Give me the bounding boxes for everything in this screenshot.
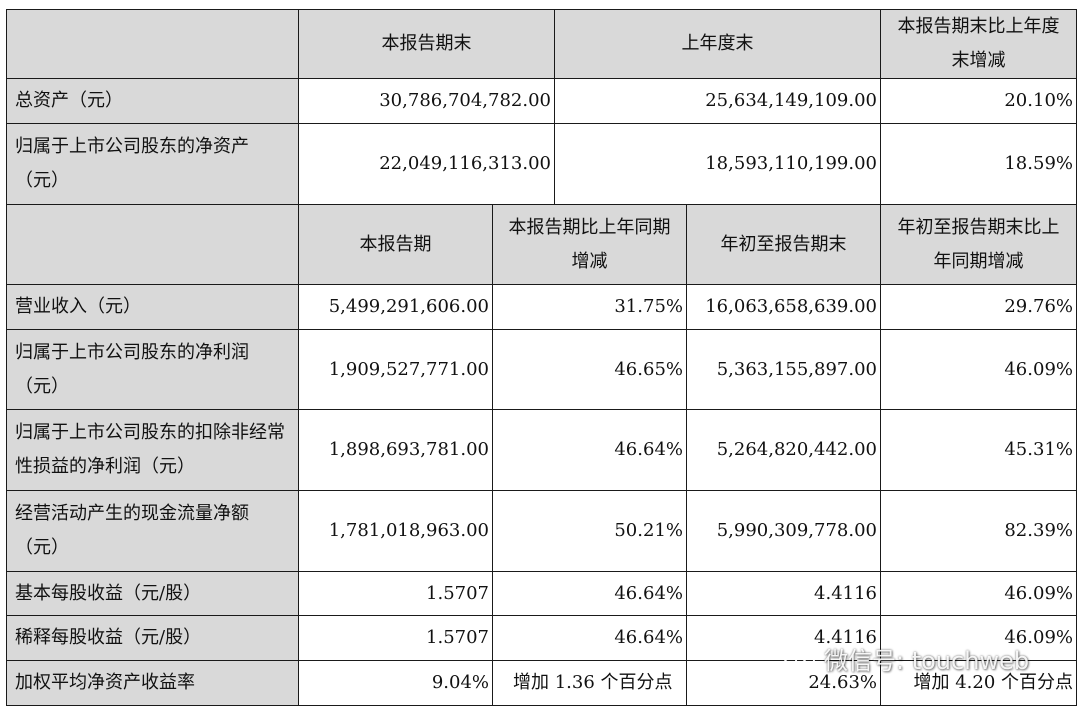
table-cell: 50.21% — [492, 490, 687, 572]
table-cell: 4.4116 — [686, 615, 881, 661]
table-row: 稀释每股收益（元/股） 1.5707 46.64% 4.4116 46.09% — [6, 615, 1077, 661]
table-cell: 46.65% — [492, 329, 687, 410]
table-cell: 29.76% — [880, 284, 1077, 330]
table-cell: 46.64% — [492, 615, 687, 661]
table-cell: 5,264,820,442.00 — [686, 409, 881, 491]
row-label: 经营活动产生的现金流量净额（元） — [6, 490, 299, 572]
table-cell: 46.09% — [880, 329, 1077, 410]
watermark-text: 微信号: touchweb — [824, 646, 1030, 675]
table-row: 总资产（元） 30,786,704,782.00 25,634,149,109.… — [6, 78, 1077, 124]
table-cell: 82.39% — [880, 490, 1077, 572]
table-cell: 增加 4.20 个百分点 — [880, 660, 1077, 706]
table-cell: 9.04% — [298, 660, 493, 706]
top-header-change: 本报告期末比上年度末增减 — [880, 9, 1077, 79]
table-cell: 16,063,658,639.00 — [686, 284, 881, 330]
bottom-header-ytd: 年初至报告期末 — [686, 204, 881, 285]
table-cell: 5,499,291,606.00 — [298, 284, 493, 330]
table-cell: 24.63% — [686, 660, 881, 706]
table-cell: 18.59% — [880, 123, 1077, 205]
bottom-header-period-change: 本报告期比上年同期增减 — [492, 204, 687, 285]
table-cell: 46.64% — [492, 571, 687, 616]
bottom-header-ytd-change: 年初至报告期末比上年同期增减 — [880, 204, 1077, 285]
table-cell: 4.4116 — [686, 571, 881, 616]
table-row: 基本每股收益（元/股） 1.5707 46.64% 4.4116 46.09% — [6, 571, 1077, 616]
wechat-watermark: 微信号: touchweb — [782, 640, 1029, 676]
top-header-prior-year-end: 上年度末 — [554, 9, 881, 79]
table-cell: 1.5707 — [298, 615, 493, 661]
table-row: 营业收入（元） 5,499,291,606.00 31.75% 16,063,6… — [6, 284, 1077, 330]
row-label: 营业收入（元） — [6, 284, 299, 330]
table-cell: 5,990,309,778.00 — [686, 490, 881, 572]
table-cell: 30,786,704,782.00 — [298, 78, 555, 124]
table-cell: 1,898,693,781.00 — [298, 409, 493, 491]
row-label: 稀释每股收益（元/股） — [6, 615, 299, 661]
wechat-icon — [783, 646, 815, 670]
table-cell: 1.5707 — [298, 571, 493, 616]
table-cell: 18,593,110,199.00 — [554, 123, 881, 205]
table-cell: 22,049,116,313.00 — [298, 123, 555, 205]
table-row: 归属于上市公司股东的净利润（元） 1,909,527,771.00 46.65%… — [6, 329, 1077, 410]
table-row: 归属于上市公司股东的扣除非经常性损益的净利润（元） 1,898,693,781.… — [6, 409, 1077, 491]
table-cell: 31.75% — [492, 284, 687, 330]
table-cell: 46.64% — [492, 409, 687, 491]
bottom-header-blank — [6, 204, 299, 285]
table-cell: 1,781,018,963.00 — [298, 490, 493, 572]
row-label: 总资产（元） — [6, 78, 299, 124]
bottom-header-row: 本报告期 本报告期比上年同期增减 年初至报告期末 年初至报告期末比上年同期增减 — [6, 204, 1077, 285]
table-cell: 25,634,149,109.00 — [554, 78, 881, 124]
table-row: 经营活动产生的现金流量净额（元） 1,781,018,963.00 50.21%… — [6, 490, 1077, 572]
top-header-period-end: 本报告期末 — [298, 9, 555, 79]
row-label: 归属于上市公司股东的扣除非经常性损益的净利润（元） — [6, 409, 299, 491]
table-cell: 45.31% — [880, 409, 1077, 491]
row-label: 归属于上市公司股东的净资产（元） — [6, 123, 299, 205]
table-cell: 46.09% — [880, 571, 1077, 616]
table-cell: 5,363,155,897.00 — [686, 329, 881, 410]
bottom-header-period: 本报告期 — [298, 204, 493, 285]
top-header-blank — [6, 9, 299, 79]
table-cell: 增加 1.36 个百分点 — [492, 660, 687, 706]
table-cell: 46.09% — [880, 615, 1077, 661]
row-label: 归属于上市公司股东的净利润（元） — [6, 329, 299, 410]
table-row: 归属于上市公司股东的净资产（元） 22,049,116,313.00 18,59… — [6, 123, 1077, 205]
row-label: 基本每股收益（元/股） — [6, 571, 299, 616]
table-cell: 20.10% — [880, 78, 1077, 124]
table-row: 加权平均净资产收益率 9.04% 增加 1.36 个百分点 24.63% 增加 … — [6, 660, 1077, 706]
financial-table: 本报告期末 上年度末 本报告期末比上年度末增减 总资产（元） 30,786,70… — [6, 9, 1077, 706]
table-cell: 1,909,527,771.00 — [298, 329, 493, 410]
top-header-row: 本报告期末 上年度末 本报告期末比上年度末增减 — [6, 9, 1077, 79]
row-label: 加权平均净资产收益率 — [6, 660, 299, 706]
